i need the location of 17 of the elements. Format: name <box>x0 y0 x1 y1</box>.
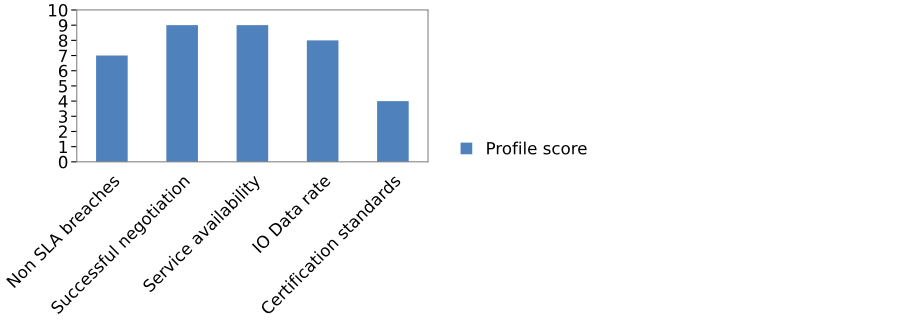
y-tick-label: 9 <box>58 19 68 32</box>
bar <box>306 40 338 162</box>
y-tick-label: 10 <box>49 4 68 17</box>
y-tick-label: 7 <box>59 50 67 62</box>
legend-label: Profile score <box>487 142 587 155</box>
y-tick-label: 2 <box>59 125 67 138</box>
y-tick-label: 8 <box>58 34 68 47</box>
y-tick-label: 3 <box>59 110 68 123</box>
y-tick-label: 4 <box>58 95 68 108</box>
y-tick-label: 0 <box>58 156 68 168</box>
bar <box>166 25 198 162</box>
bar <box>96 56 128 162</box>
y-tick-label: 5 <box>59 80 67 92</box>
y-tick-label: 1 <box>60 140 67 153</box>
bar <box>236 25 268 162</box>
y-tick-label: 6 <box>58 64 68 78</box>
bar <box>377 101 409 162</box>
